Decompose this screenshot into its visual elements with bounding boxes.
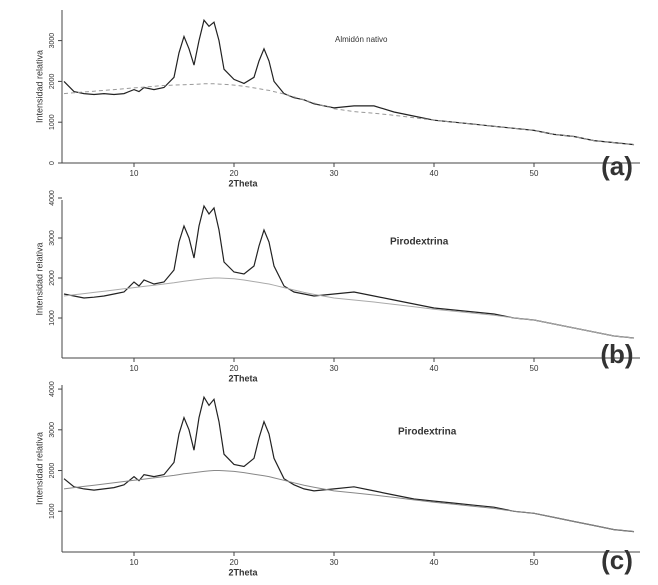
y-tick-label: 3000 — [49, 33, 56, 49]
x-tick-label: 50 — [530, 364, 539, 373]
data-line — [63, 395, 635, 533]
x-tick-label: 40 — [430, 558, 439, 567]
y-tick-label: 4000 — [49, 381, 56, 397]
annotation: Almidón nativo — [335, 35, 388, 44]
y-tick-label: 2000 — [49, 270, 56, 286]
panel-label: (a) — [601, 151, 633, 181]
y-tick-label: 0 — [49, 161, 56, 165]
y-tick-label: 2000 — [49, 74, 56, 90]
x-tick-label: 20 — [230, 364, 239, 373]
x-tick-label: 50 — [530, 558, 539, 567]
data-line — [63, 18, 635, 146]
x-axis-label: 2Theta — [228, 567, 258, 577]
y-axis-label: Intensidad relativa — [34, 50, 44, 123]
x-tick-label: 20 — [230, 169, 239, 178]
x-tick-label: 10 — [130, 169, 139, 178]
y-tick-label: 3000 — [49, 422, 56, 438]
panel-label: (b) — [600, 339, 633, 369]
x-tick-label: 10 — [130, 364, 139, 373]
y-tick-label: 3000 — [49, 230, 56, 246]
data-line — [63, 204, 635, 339]
data-line — [63, 277, 635, 339]
y-tick-label: 1000 — [49, 503, 56, 519]
x-tick-label: 20 — [230, 558, 239, 567]
x-tick-label: 40 — [430, 169, 439, 178]
data-line — [63, 83, 635, 146]
x-tick-label: 40 — [430, 364, 439, 373]
y-tick-label: 4000 — [49, 190, 56, 206]
annotation: Pirodextrina — [390, 237, 449, 248]
x-tick-label: 30 — [330, 169, 339, 178]
y-tick-label: 2000 — [49, 463, 56, 479]
y-axis-label: Intensidad relativa — [34, 242, 44, 315]
annotation: Pirodextrina — [398, 427, 457, 438]
y-tick-label: 1000 — [49, 310, 56, 326]
x-tick-label: 30 — [330, 558, 339, 567]
panel-label: (c) — [601, 545, 633, 575]
x-tick-label: 10 — [130, 558, 139, 567]
y-axis-label: Intensidad relativa — [34, 432, 44, 505]
x-tick-label: 30 — [330, 364, 339, 373]
x-tick-label: 50 — [530, 169, 539, 178]
y-tick-label: 1000 — [49, 114, 56, 130]
x-axis-label: 2Theta — [228, 373, 258, 383]
x-axis-label: 2Theta — [228, 178, 258, 188]
data-line — [63, 470, 635, 533]
